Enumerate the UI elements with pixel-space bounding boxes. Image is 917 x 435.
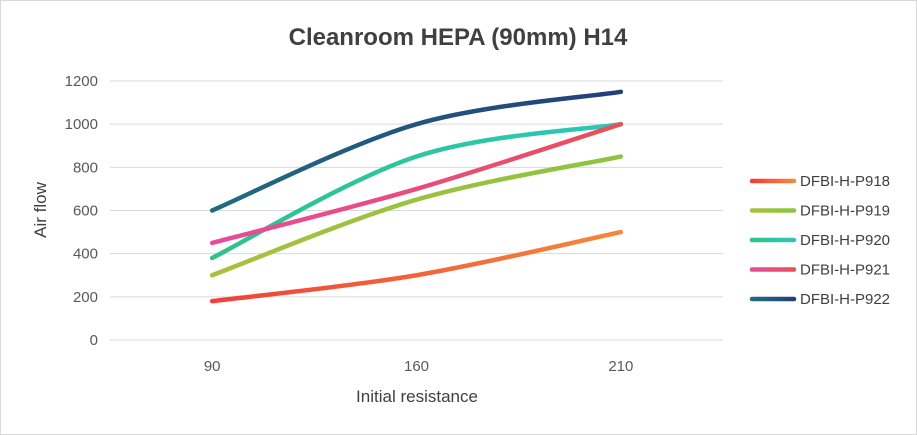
legend: DFBI-H-P918 DFBI-H-P919 DFBI-H-P920 DFBI-H-… xyxy=(749,173,890,308)
y-tick-label: 200 xyxy=(73,289,98,306)
y-tick-label: 1200 xyxy=(65,73,98,90)
y-axis-label: Air flow xyxy=(31,181,50,237)
legend-label: DFBI-H-P919 xyxy=(800,203,890,220)
y-tick-label: 800 xyxy=(73,159,98,176)
y-tick-label: 400 xyxy=(73,246,98,263)
legend-label: DFBI-H-P921 xyxy=(800,262,890,279)
y-tick-label: 600 xyxy=(73,203,98,220)
legend-label: DFBI-H-P918 xyxy=(800,173,890,190)
x-tick-label: 160 xyxy=(404,358,429,375)
x-tick-label: 210 xyxy=(608,358,633,375)
series-line-dfbi-h-p918 xyxy=(209,229,624,304)
chart-title: Cleanroom HEPA (90mm) H14 xyxy=(289,24,628,51)
series-line-dfbi-h-p922 xyxy=(209,89,624,213)
series-line-dfbi-h-p919 xyxy=(209,154,624,278)
y-tick-label: 0 xyxy=(90,332,98,349)
y-tick-label: 1000 xyxy=(65,116,98,133)
x-axis-label: Initial resistance xyxy=(356,387,478,406)
legend-label: DFBI-H-P922 xyxy=(800,291,890,308)
x-tick-label: 90 xyxy=(204,358,221,375)
series-line-dfbi-h-p921 xyxy=(209,121,624,246)
legend-label: DFBI-H-P920 xyxy=(800,232,890,249)
